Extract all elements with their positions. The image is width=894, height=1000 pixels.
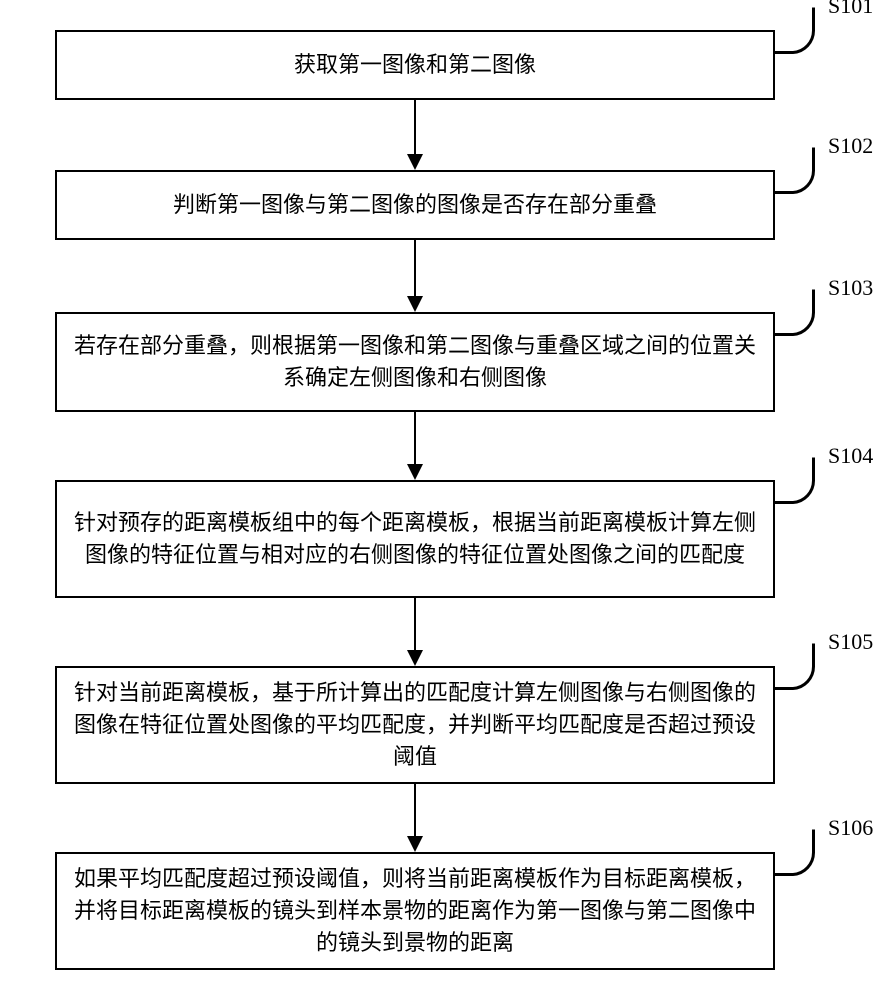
flow-node-label-text: S103 xyxy=(828,275,873,300)
flow-node-label-text: S106 xyxy=(828,815,873,840)
label-bracket-icon xyxy=(775,288,815,336)
flow-arrow-line xyxy=(414,240,416,296)
flow-node-text: 针对预存的距离模板组中的每个距离模板，根据当前距离模板计算左侧图像的特征位置与相… xyxy=(67,507,763,571)
flow-node-label-n3: S103 xyxy=(828,275,873,301)
flow-node-n5: 针对当前距离模板，基于所计算出的匹配度计算左侧图像与右侧图像的图像在特征位置处图… xyxy=(55,666,775,784)
flow-arrow-head-icon xyxy=(407,836,423,852)
label-bracket-icon xyxy=(775,146,815,194)
flow-arrow-head-icon xyxy=(407,650,423,666)
flow-arrow-line xyxy=(414,100,416,154)
flow-node-label-n6: S106 xyxy=(828,815,873,841)
flow-arrow-head-icon xyxy=(407,464,423,480)
flow-node-label-n1: S101 xyxy=(828,0,873,19)
flow-node-text: 针对当前距离模板，基于所计算出的匹配度计算左侧图像与右侧图像的图像在特征位置处图… xyxy=(67,677,763,773)
label-bracket-icon xyxy=(775,828,815,876)
flow-node-n1: 获取第一图像和第二图像 xyxy=(55,30,775,100)
flow-node-n2: 判断第一图像与第二图像的图像是否存在部分重叠 xyxy=(55,170,775,240)
flow-node-label-text: S102 xyxy=(828,133,873,158)
flow-node-n6: 如果平均匹配度超过预设阈值，则将当前距离模板作为目标距离模板，并将目标距离模板的… xyxy=(55,852,775,970)
label-bracket-icon xyxy=(775,642,815,690)
flow-arrow-line xyxy=(414,784,416,836)
flow-node-label-text: S105 xyxy=(828,629,873,654)
flow-node-label-n5: S105 xyxy=(828,629,873,655)
flow-node-text: 如果平均匹配度超过预设阈值，则将当前距离模板作为目标距离模板，并将目标距离模板的… xyxy=(67,863,763,959)
flow-node-label-text: S104 xyxy=(828,443,873,468)
label-bracket-icon xyxy=(775,456,815,504)
flow-arrow-head-icon xyxy=(407,296,423,312)
flow-node-label-text: S101 xyxy=(828,0,873,18)
flowchart-canvas: 获取第一图像和第二图像 S101 判断第一图像与第二图像的图像是否存在部分重叠 S10… xyxy=(0,0,894,1000)
flow-arrow-line xyxy=(414,412,416,464)
flow-arrow-line xyxy=(414,598,416,650)
flow-node-text: 获取第一图像和第二图像 xyxy=(294,49,536,81)
flow-node-label-n4: S104 xyxy=(828,443,873,469)
flow-node-n3: 若存在部分重叠，则根据第一图像和第二图像与重叠区域之间的位置关系确定左侧图像和右… xyxy=(55,312,775,412)
flow-node-n4: 针对预存的距离模板组中的每个距离模板，根据当前距离模板计算左侧图像的特征位置与相… xyxy=(55,480,775,598)
flow-node-text: 若存在部分重叠，则根据第一图像和第二图像与重叠区域之间的位置关系确定左侧图像和右… xyxy=(67,330,763,394)
label-bracket-icon xyxy=(775,6,815,54)
flow-node-label-n2: S102 xyxy=(828,133,873,159)
flow-node-text: 判断第一图像与第二图像的图像是否存在部分重叠 xyxy=(173,189,657,221)
flow-arrow-head-icon xyxy=(407,154,423,170)
